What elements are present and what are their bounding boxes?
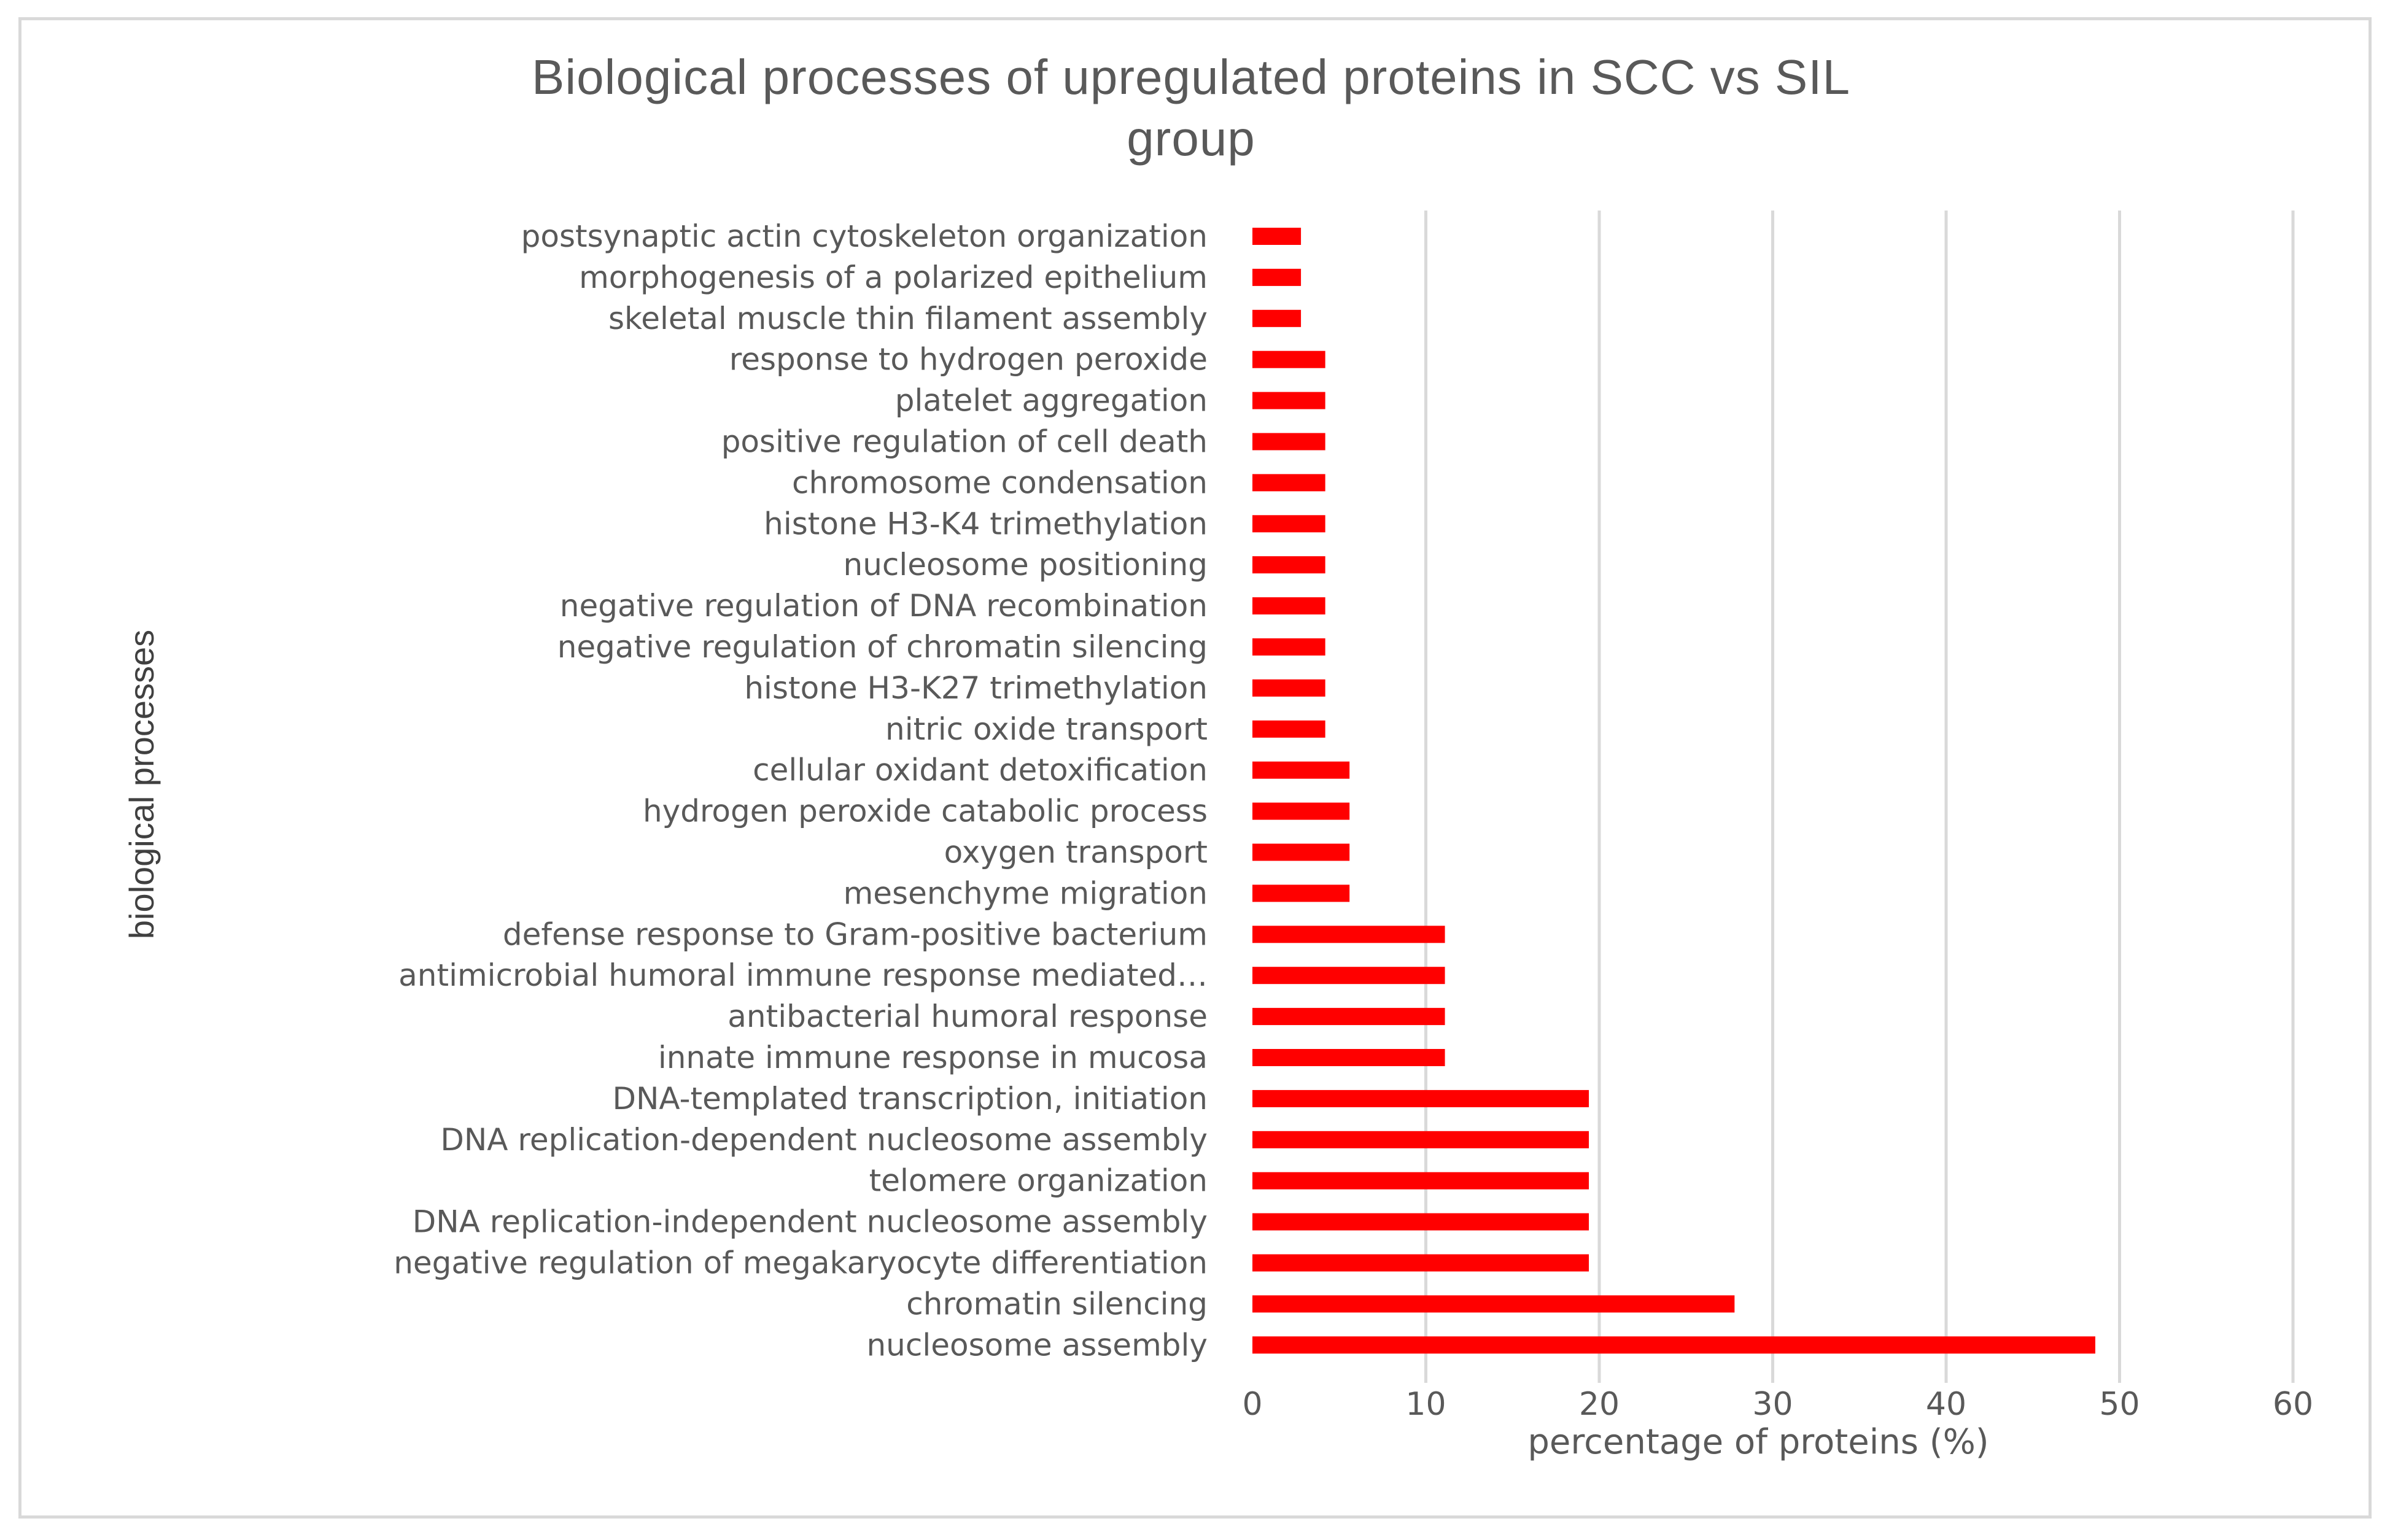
category-label: skeletal muscle thin filament assembly <box>608 301 1208 336</box>
category-label: DNA replication-independent nucleosome a… <box>413 1204 1208 1240</box>
x-tick-label: 0 <box>1242 1386 1262 1423</box>
category-label: histone H3-K27 trimethylation <box>744 670 1208 706</box>
category-label: postsynaptic actin cytoskeleton organiza… <box>521 219 1208 254</box>
category-label: DNA-templated transcription, initiation <box>612 1081 1208 1116</box>
bar <box>1252 1089 1589 1107</box>
bar <box>1252 1172 1589 1190</box>
category-label: negative regulation of megakaryocyte dif… <box>394 1245 1208 1281</box>
chart-title-line: Biological processes of upregulated prot… <box>532 50 1850 104</box>
category-label: response to hydrogen peroxide <box>729 342 1208 377</box>
bar <box>1252 679 1325 697</box>
bar <box>1252 1008 1445 1026</box>
chart-title-line: group <box>1127 111 1255 166</box>
bar <box>1252 761 1350 779</box>
bar <box>1252 228 1302 245</box>
category-label: platelet aggregation <box>895 383 1208 419</box>
category-label: nucleosome assembly <box>866 1327 1208 1363</box>
category-label: cellular oxidant detoxification <box>753 753 1208 788</box>
category-label: antibacterial humoral response <box>727 999 1208 1034</box>
bars <box>1252 228 2095 1354</box>
bar <box>1252 309 1302 327</box>
category-label: oxygen transport <box>944 835 1208 870</box>
chart-frame: Biological processes of upregulated prot… <box>18 17 2372 1519</box>
category-label: mesenchyme migration <box>844 875 1208 911</box>
x-tick-label: 40 <box>1926 1386 1966 1423</box>
x-tick-label: 30 <box>1752 1386 1793 1423</box>
bar <box>1252 720 1325 738</box>
x-tick-labels: 0 10 20 30 40 50 60 <box>1242 1386 2313 1423</box>
bar <box>1252 1254 1589 1272</box>
bar <box>1252 268 1302 286</box>
category-labels: postsynaptic actin cytoskeleton organiza… <box>394 219 1208 1363</box>
gridlines <box>1424 211 2295 1383</box>
category-label: hydrogen peroxide catabolic process <box>643 794 1208 829</box>
category-label: antimicrobial humoral immune response me… <box>398 958 1208 993</box>
x-tick-label: 20 <box>1579 1386 1620 1423</box>
bar <box>1252 926 1445 943</box>
x-axis-title: percentage of proteins (%) <box>1527 1422 1988 1462</box>
bar <box>1252 474 1325 492</box>
chart-title: Biological processes of upregulated prot… <box>532 50 1850 166</box>
bar <box>1252 433 1325 451</box>
category-label: DNA replication-dependent nucleosome ass… <box>440 1122 1208 1158</box>
bar <box>1252 597 1325 615</box>
category-label: chromosome condensation <box>792 465 1208 500</box>
category-label: negative regulation of chromatin silenci… <box>557 629 1208 665</box>
category-label: innate immune response in mucosa <box>658 1040 1208 1075</box>
x-tick-label: 60 <box>2273 1386 2313 1423</box>
category-label: negative regulation of DNA recombination <box>560 588 1208 624</box>
chart-svg: Biological processes of upregulated prot… <box>122 50 2313 1462</box>
bar <box>1252 392 1325 409</box>
bar <box>1252 1295 1735 1313</box>
category-label: chromatin silencing <box>906 1286 1208 1321</box>
bar <box>1252 556 1325 574</box>
bar <box>1252 515 1325 533</box>
category-label: defense response to Gram-positive bacter… <box>503 916 1208 952</box>
bar <box>1252 350 1325 368</box>
bar <box>1252 1213 1589 1231</box>
category-label: nitric oxide transport <box>885 711 1208 747</box>
category-label: positive regulation of cell death <box>721 424 1208 460</box>
category-label: morphogenesis of a polarized epithelium <box>579 260 1208 295</box>
bar <box>1252 638 1325 656</box>
bar <box>1252 967 1445 985</box>
bar <box>1252 1131 1589 1148</box>
x-tick-label: 50 <box>2099 1386 2140 1423</box>
y-axis-title: biological processes <box>122 630 161 939</box>
bar <box>1252 884 1350 902</box>
bar <box>1252 843 1350 861</box>
category-label: nucleosome positioning <box>844 547 1208 582</box>
bar <box>1252 802 1350 820</box>
bar <box>1252 1049 1445 1066</box>
x-tick-label: 10 <box>1405 1386 1446 1423</box>
bar <box>1252 1336 2095 1354</box>
category-label: histone H3-K4 trimethylation <box>764 506 1208 541</box>
category-label: telomere organization <box>869 1163 1208 1199</box>
